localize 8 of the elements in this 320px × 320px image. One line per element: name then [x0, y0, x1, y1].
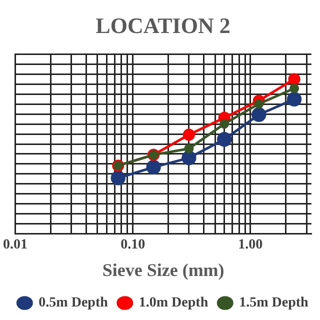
legend-label: 1.5m Depth [239, 296, 309, 311]
x-tick-label: 1.00 [238, 238, 263, 253]
chart-title: LOCATION 2 [96, 12, 230, 38]
legend-label: 0.5m Depth [38, 296, 108, 311]
x-tick-label: 0.01 [3, 238, 28, 253]
x-axis-title: Sieve Size (mm) [102, 260, 224, 280]
x-tick-label: 0.10 [120, 238, 146, 253]
legend-label: 1.0m Depth [138, 296, 208, 311]
